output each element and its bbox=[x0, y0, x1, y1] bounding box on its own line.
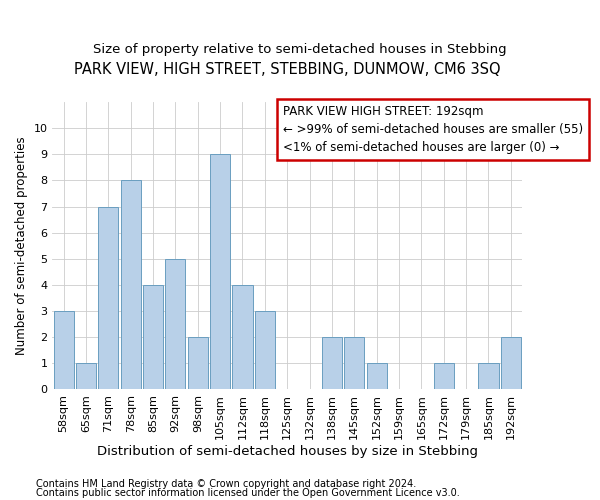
Title: PARK VIEW, HIGH STREET, STEBBING, DUNMOW, CM6 3SQ: PARK VIEW, HIGH STREET, STEBBING, DUNMOW… bbox=[74, 62, 500, 78]
Text: PARK VIEW HIGH STREET: 192sqm
← >99% of semi-detached houses are smaller (55)
<1: PARK VIEW HIGH STREET: 192sqm ← >99% of … bbox=[283, 105, 583, 154]
Text: Contains public sector information licensed under the Open Government Licence v3: Contains public sector information licen… bbox=[36, 488, 460, 498]
Bar bbox=[255, 311, 275, 389]
Bar bbox=[367, 363, 387, 389]
Bar bbox=[166, 258, 185, 389]
Bar bbox=[501, 337, 521, 389]
Bar bbox=[478, 363, 499, 389]
Bar bbox=[434, 363, 454, 389]
Text: Size of property relative to semi-detached houses in Stebbing: Size of property relative to semi-detach… bbox=[93, 42, 507, 56]
Bar bbox=[98, 206, 118, 389]
Bar bbox=[53, 311, 74, 389]
Bar bbox=[322, 337, 342, 389]
Bar bbox=[143, 285, 163, 389]
Bar bbox=[188, 337, 208, 389]
Bar bbox=[344, 337, 364, 389]
Y-axis label: Number of semi-detached properties: Number of semi-detached properties bbox=[15, 136, 28, 355]
Text: Contains HM Land Registry data © Crown copyright and database right 2024.: Contains HM Land Registry data © Crown c… bbox=[36, 479, 416, 489]
Bar bbox=[76, 363, 96, 389]
Bar bbox=[232, 285, 253, 389]
Bar bbox=[121, 180, 141, 389]
X-axis label: Distribution of semi-detached houses by size in Stebbing: Distribution of semi-detached houses by … bbox=[97, 444, 478, 458]
Bar bbox=[210, 154, 230, 389]
